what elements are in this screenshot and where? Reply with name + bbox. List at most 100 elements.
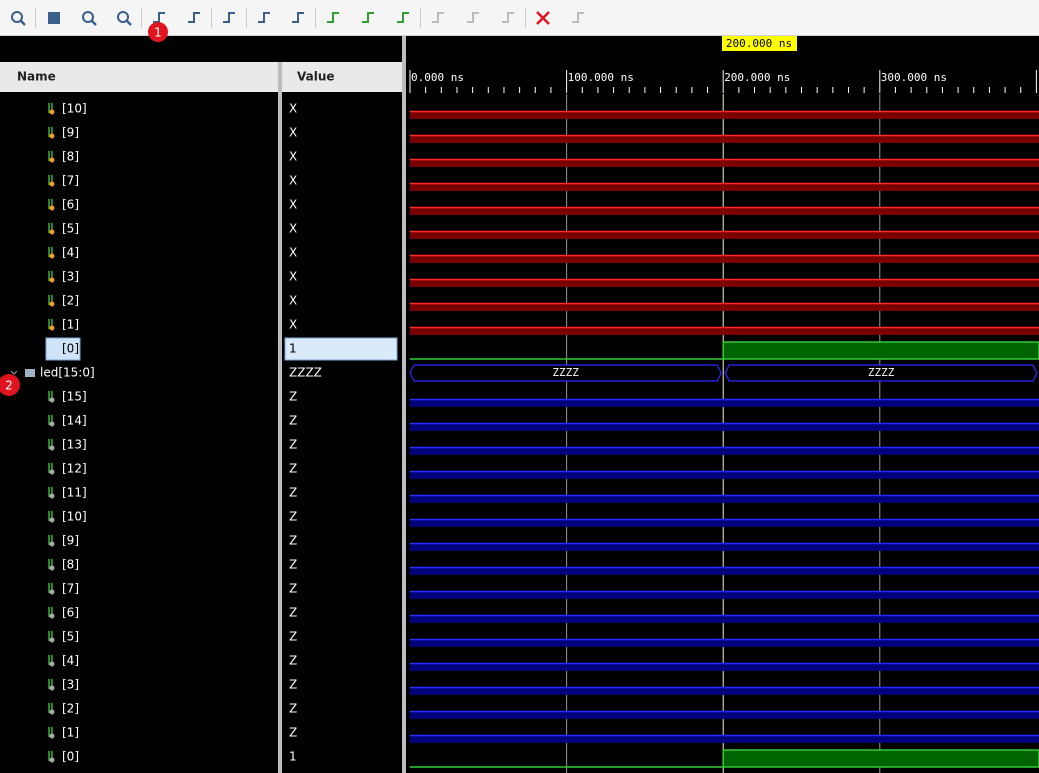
- wave: [410, 159, 1039, 167]
- signal-name[interactable]: [14]: [62, 414, 87, 428]
- signal-value: X: [289, 222, 297, 236]
- signal-value: Z: [289, 678, 297, 692]
- bus-wave: [409, 364, 722, 382]
- toolbar-button[interactable]: [536, 11, 550, 25]
- expand-arrow[interactable]: [10, 370, 18, 375]
- icon: [292, 12, 304, 23]
- signal-name[interactable]: [8]: [62, 150, 79, 164]
- wave: [410, 567, 1039, 575]
- signal-value: Z: [289, 702, 297, 716]
- signal-name[interactable]: [2]: [62, 294, 79, 308]
- signal-name[interactable]: [10]: [62, 510, 87, 524]
- signal-name[interactable]: [12]: [62, 462, 87, 476]
- wave: [410, 543, 1039, 551]
- name-header[interactable]: Name: [17, 70, 56, 84]
- signal-value: Z: [289, 726, 297, 740]
- toolbar-button[interactable]: [432, 12, 444, 23]
- icon: [117, 11, 129, 23]
- icon: [397, 12, 409, 23]
- signal-name[interactable]: [13]: [62, 438, 87, 452]
- icon: [362, 12, 374, 23]
- toolbar-button[interactable]: [188, 12, 200, 23]
- signal-icon: [49, 685, 55, 691]
- signal-icon: [49, 661, 55, 667]
- bus-wave: [724, 364, 1038, 382]
- wave: [410, 207, 1039, 215]
- signal-name[interactable]: [11]: [62, 486, 87, 500]
- toolbar-button[interactable]: [467, 12, 479, 23]
- signal-name[interactable]: [8]: [62, 558, 79, 572]
- icon: [536, 11, 550, 25]
- icon: [502, 12, 514, 23]
- signal-name[interactable]: [2]: [62, 702, 79, 716]
- signal-name[interactable]: [4]: [62, 654, 79, 668]
- wave: [410, 687, 1039, 695]
- value-header[interactable]: Value: [297, 70, 335, 84]
- signal-name[interactable]: [1]: [62, 726, 79, 740]
- signal-value: 1: [289, 750, 297, 764]
- timeline: 0.000 ns 100.000 ns 200.000 ns 300.000 ns: [409, 70, 1037, 93]
- signal-value: X: [289, 246, 297, 260]
- signal-name[interactable]: [5]: [62, 222, 79, 236]
- signal-name[interactable]: [6]: [62, 198, 79, 212]
- signal-name[interactable]: [3]: [62, 270, 79, 284]
- toolbar-button[interactable]: [292, 12, 304, 23]
- signal-name[interactable]: [9]: [62, 534, 79, 548]
- icon: [11, 11, 23, 23]
- signal-value: X: [289, 174, 297, 188]
- signal-name[interactable]: [3]: [62, 678, 79, 692]
- toolbar-button[interactable]: [327, 12, 339, 23]
- signal-value: X: [289, 318, 297, 332]
- signal-value: Z: [289, 486, 297, 500]
- toolbar-button[interactable]: [397, 12, 409, 23]
- signal-icon: [49, 709, 55, 715]
- signal-value: ZZZZ: [289, 366, 322, 380]
- signal-name[interactable]: [7]: [62, 582, 79, 596]
- wave: [410, 399, 1039, 407]
- signal-icon: [49, 445, 55, 451]
- wave-high: [722, 341, 1039, 360]
- time-label: 100.000 ns: [568, 71, 634, 84]
- signal-value: Z: [289, 510, 297, 524]
- icon: [48, 12, 60, 24]
- toolbar-button[interactable]: [48, 12, 60, 24]
- signal-name[interactable]: [10]: [62, 102, 87, 116]
- signal-icon: [49, 733, 55, 739]
- toolbar-button[interactable]: [153, 12, 165, 23]
- signal-name[interactable]: [4]: [62, 246, 79, 260]
- signal-name[interactable]: [9]: [62, 126, 79, 140]
- icon: [327, 12, 339, 23]
- signal-name[interactable]: [1]: [62, 318, 79, 332]
- toolbar-button[interactable]: [258, 12, 270, 23]
- icon: [188, 12, 200, 23]
- toolbar-button[interactable]: [502, 12, 514, 23]
- signal-name[interactable]: [0]: [62, 342, 79, 356]
- toolbar-button[interactable]: [11, 11, 26, 26]
- bus-icon: [25, 369, 35, 377]
- wave: [410, 135, 1039, 143]
- signal-icon: [49, 565, 55, 571]
- toolbar-button[interactable]: [223, 12, 235, 23]
- signal-icon: [49, 253, 55, 259]
- signal-value: X: [289, 102, 297, 116]
- signal-name[interactable]: [0]: [62, 750, 79, 764]
- toolbar-button[interactable]: [572, 12, 584, 23]
- icon: [91, 20, 97, 26]
- toolbar-button[interactable]: [82, 11, 97, 26]
- bus-label: ZZZZ: [868, 366, 895, 379]
- cursor-label-box: [722, 36, 797, 51]
- signal-value: X: [289, 126, 297, 140]
- signal-name[interactable]: [7]: [62, 174, 79, 188]
- signal-name[interactable]: [15]: [62, 390, 87, 404]
- toolbar-button[interactable]: [117, 11, 132, 26]
- signal-name[interactable]: [6]: [62, 606, 79, 620]
- toolbar-button[interactable]: [362, 12, 374, 23]
- signal-name[interactable]: [5]: [62, 630, 79, 644]
- signal-value: Z: [289, 462, 297, 476]
- signal-icon: [49, 541, 55, 547]
- time-label: 0.000 ns: [411, 71, 464, 84]
- signal-name[interactable]: led[15:0]: [40, 366, 95, 380]
- signal-icon: [49, 109, 55, 115]
- signal-value: X: [289, 294, 297, 308]
